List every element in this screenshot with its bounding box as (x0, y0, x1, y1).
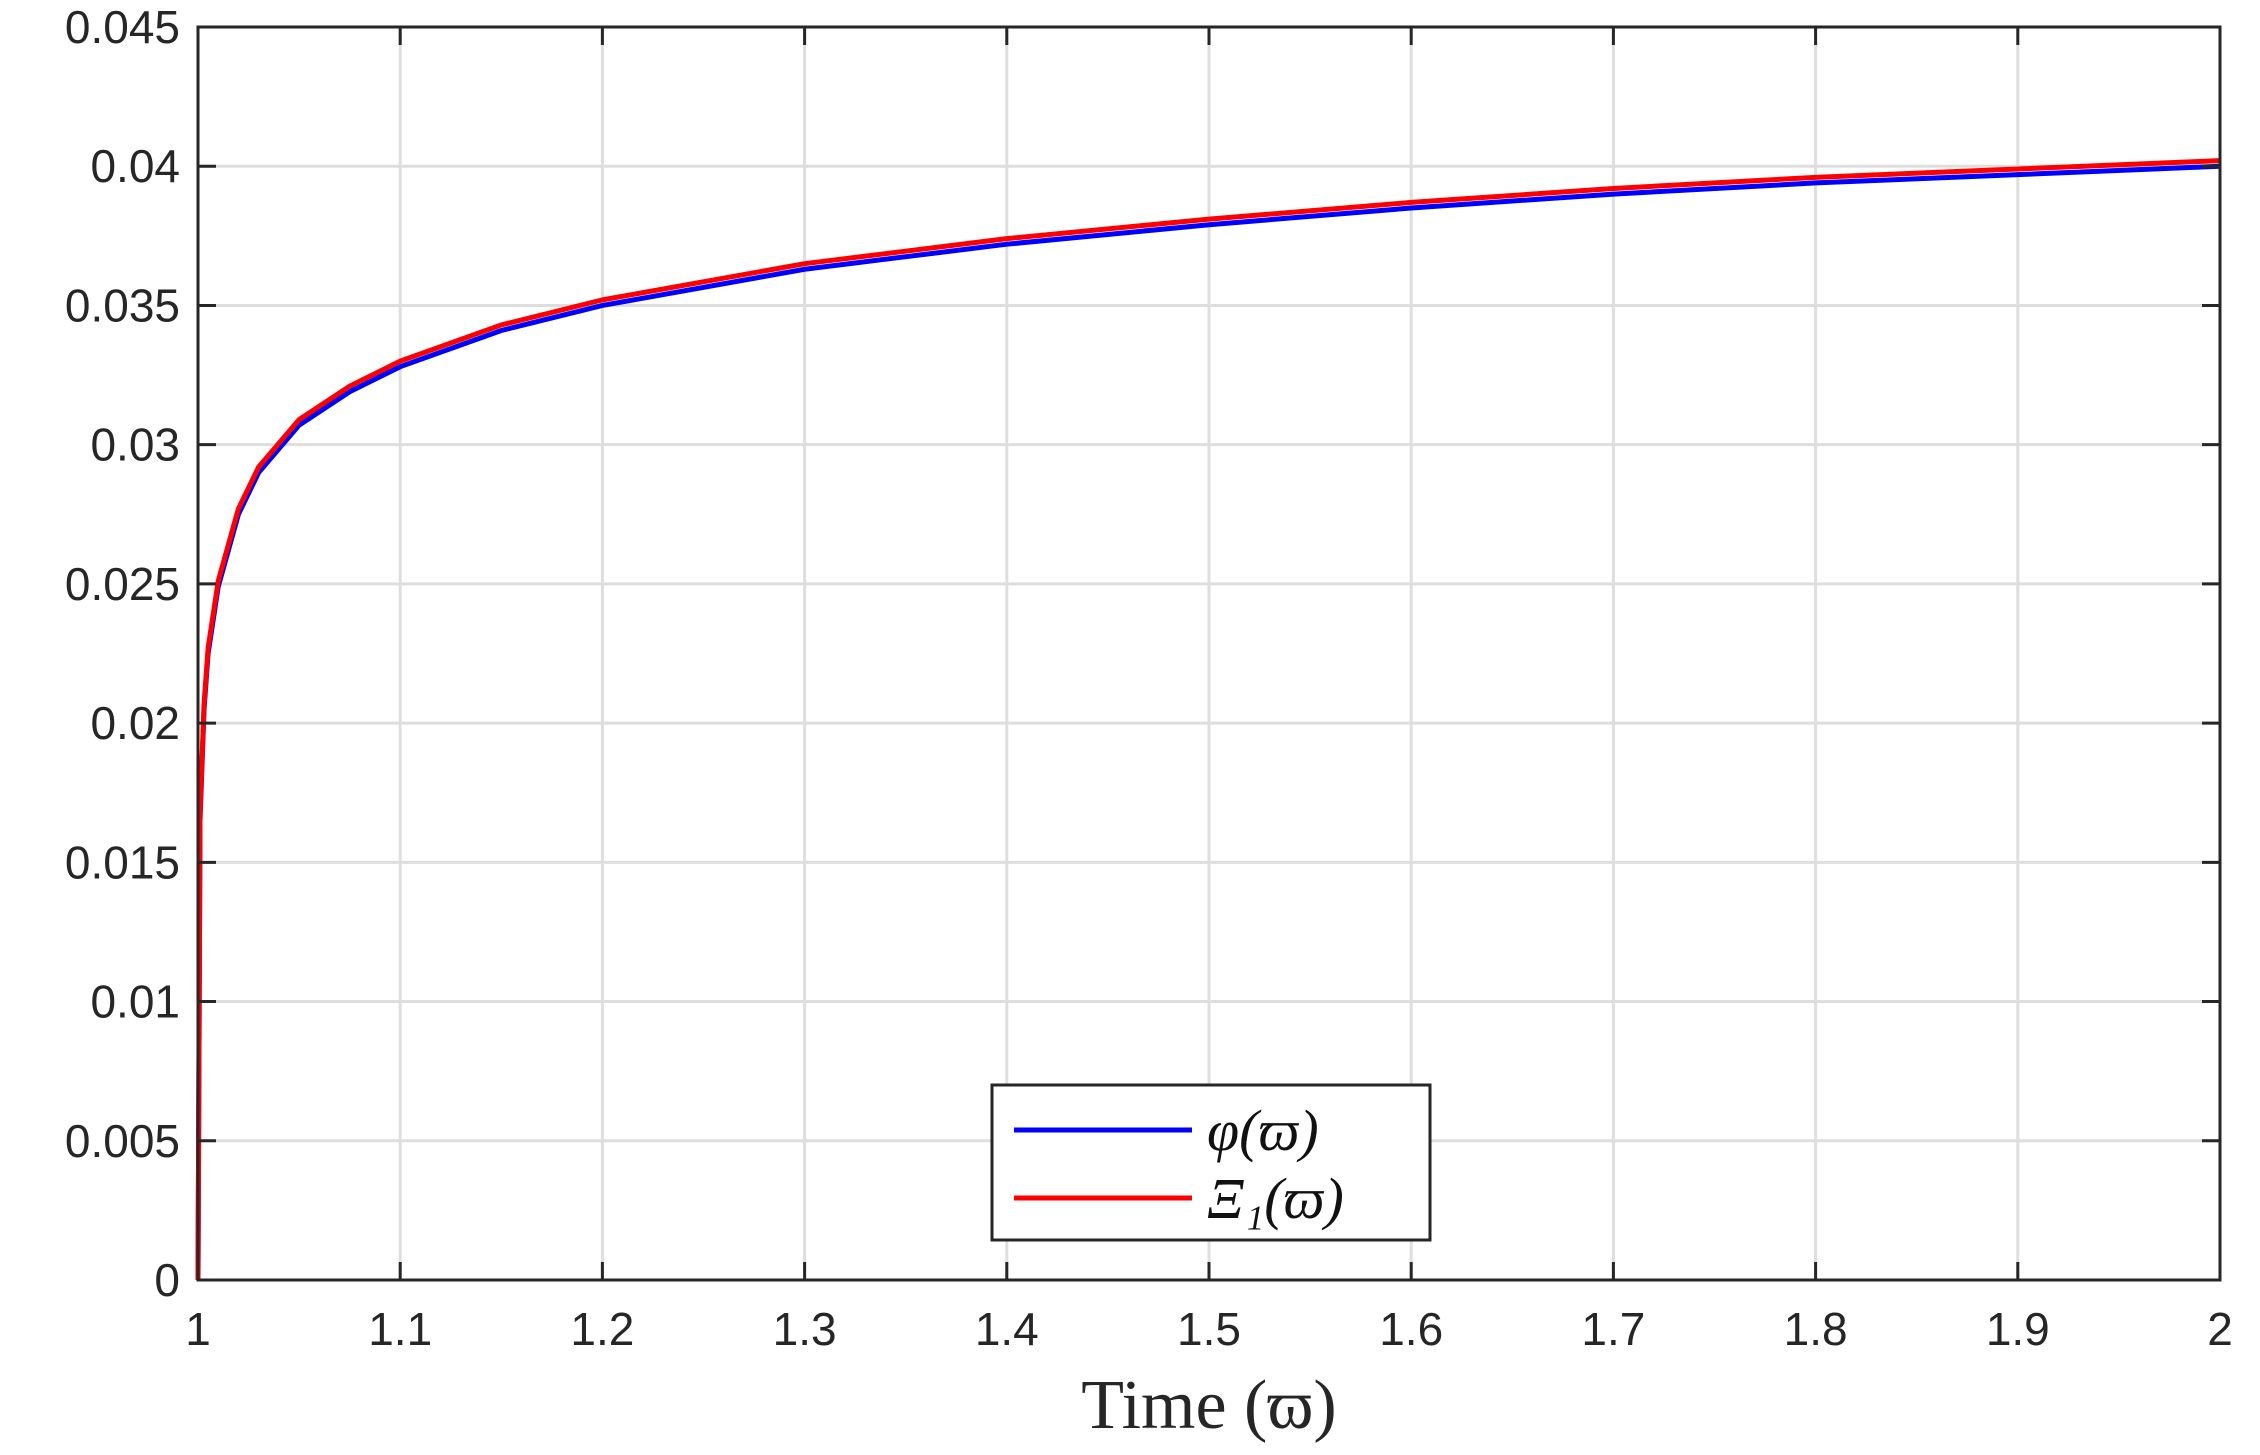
x-tick-label: 1.7 (1581, 1303, 1645, 1355)
x-tick-label: 1.5 (1177, 1303, 1241, 1355)
x-tick-label: 1.1 (368, 1303, 432, 1355)
y-tick-label: 0.045 (65, 1, 180, 53)
y-tick-label: 0 (154, 1254, 180, 1306)
series-lines (195, 158, 2221, 1281)
y-tick-label: 0.015 (65, 836, 180, 888)
x-tick-label: 1.9 (1986, 1303, 2050, 1355)
legend: φ(ϖ)Ξ₁(ϖ) (990, 1083, 1432, 1242)
x-tick-label: 1.2 (570, 1303, 634, 1355)
x-tick-label: 1 (185, 1303, 211, 1355)
legend-label-1: φ(ϖ) (1207, 1098, 1319, 1163)
x-tick-label: 2 (2207, 1303, 2233, 1355)
x-tick-label: 1.3 (773, 1303, 837, 1355)
y-tick-label: 0.03 (90, 419, 180, 471)
y-tick-label: 0.035 (65, 279, 180, 331)
y-tick-label: 0.025 (65, 558, 180, 610)
tick-labels: 1 1.1 1.2 1.3 1.4 1.5 1.6 1.7 1.8 1.9 2 0 0.005 0.01 0… (65, 1, 2233, 1355)
series-line-2 (195, 158, 2221, 1281)
x-axis-title: Time (ϖ) (1081, 1367, 1336, 1444)
x-tick-label: 1.4 (975, 1303, 1039, 1355)
y-tick-label: 0.02 (90, 697, 180, 749)
y-tick-label: 0.04 (90, 140, 180, 192)
x-tick-label: 1.6 (1379, 1303, 1443, 1355)
axes-frame (196, 25, 2222, 1282)
legend-box (990, 1083, 1432, 1242)
plot-area-border (196, 25, 2222, 1282)
x-tick-label: 1.8 (1784, 1303, 1848, 1355)
y-tick-label: 0.005 (65, 1115, 180, 1167)
y-tick-label: 0.01 (90, 976, 180, 1028)
legend-label-2: Ξ₁(ϖ) (1207, 1166, 1344, 1231)
